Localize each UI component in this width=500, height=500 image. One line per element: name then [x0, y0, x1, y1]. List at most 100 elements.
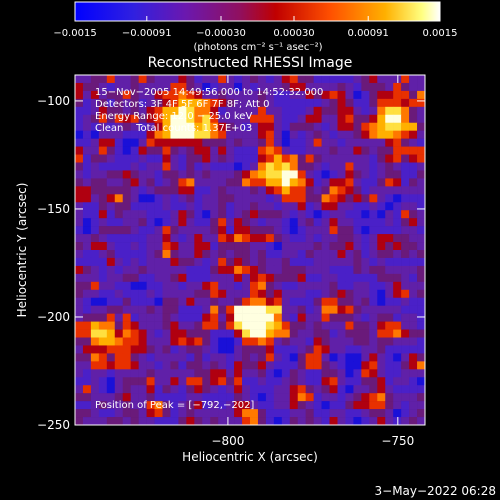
heatmap-cell [226, 273, 235, 283]
heatmap-cell [114, 250, 124, 259]
heatmap-cell [353, 162, 362, 171]
heatmap-cell [409, 122, 418, 131]
heatmap-cell [154, 194, 163, 203]
heatmap-cell [353, 401, 362, 410]
heatmap-cell [401, 130, 410, 139]
heatmap-cell [106, 361, 116, 370]
heatmap-cell [138, 401, 147, 410]
heatmap-cell [385, 82, 394, 92]
heatmap-cell [170, 297, 179, 306]
heatmap-cell [146, 353, 155, 362]
heatmap-cell [218, 329, 227, 338]
heatmap-cell [154, 297, 163, 306]
heatmap-cell [289, 170, 299, 179]
heatmap-cell [242, 170, 251, 179]
heatmap-cell [385, 218, 394, 227]
heatmap-cell [281, 377, 291, 386]
heatmap-cell [369, 385, 378, 394]
heatmap-cell [114, 218, 124, 227]
heatmap-cell [321, 369, 330, 378]
heatmap-cell [369, 202, 378, 211]
heatmap-cell [162, 353, 171, 362]
heatmap-cell [345, 218, 354, 227]
heatmap-cell [305, 202, 314, 211]
heatmap-cell [170, 385, 179, 394]
heatmap-cell [146, 329, 155, 338]
heatmap-cell [90, 361, 100, 370]
heatmap-cell [409, 106, 418, 116]
heatmap-cell [98, 257, 108, 267]
heatmap-cell [82, 234, 92, 243]
heatmap-cell [281, 281, 291, 291]
heatmap-cell [337, 289, 346, 299]
heatmap-cell [313, 361, 322, 370]
heatmap-cell [75, 377, 84, 386]
heatmap-cell [210, 170, 219, 179]
heatmap-cell [297, 178, 306, 187]
heatmap-cell [393, 401, 402, 410]
heatmap-cell [122, 281, 131, 291]
heatmap-cell [234, 369, 243, 378]
heatmap-cell [106, 305, 116, 314]
heatmap-cell [289, 178, 299, 187]
heatmap-cell [162, 218, 171, 227]
heatmap-cell [297, 393, 306, 402]
heatmap-cell [257, 75, 267, 84]
heatmap-cells [75, 75, 425, 425]
heatmap-cell [90, 265, 100, 275]
heatmap-cell [106, 257, 116, 267]
heatmap-cell [210, 234, 219, 243]
heatmap-cell [82, 186, 92, 195]
heatmap-cell [313, 75, 322, 84]
heatmap-cell [361, 281, 370, 291]
heatmap-cell [202, 114, 211, 124]
heatmap-cell [409, 361, 418, 370]
heatmap-cell [257, 337, 267, 346]
heatmap-cell [162, 234, 171, 243]
heatmap-cell [313, 106, 322, 116]
heatmap-cell [130, 377, 139, 386]
heatmap-cell [162, 257, 171, 267]
heatmap-cell [401, 265, 410, 275]
heatmap-cell [377, 385, 386, 394]
heatmap-cell [226, 106, 235, 116]
heatmap-cell [337, 210, 346, 219]
heatmap-cell [234, 377, 243, 386]
heatmap-cell [345, 313, 354, 322]
heatmap-cell [75, 138, 84, 147]
heatmap-cell [361, 329, 370, 338]
heatmap-cell [313, 242, 322, 251]
heatmap-cell [321, 75, 330, 84]
heatmap-cell [289, 226, 299, 235]
heatmap-cell [90, 321, 100, 330]
heatmap-cell [194, 417, 203, 425]
heatmap-cell [194, 321, 203, 330]
heatmap-cell [250, 273, 259, 283]
heatmap-cell [210, 385, 219, 394]
heatmap-cell [385, 313, 394, 322]
heatmap-cell [265, 385, 275, 394]
heatmap-cell [385, 186, 394, 195]
heatmap-cell [226, 345, 235, 354]
heatmap-cell [202, 329, 211, 338]
heatmap-cell [417, 146, 425, 155]
heatmap-cell [281, 409, 291, 418]
heatmap-cell [122, 409, 131, 418]
heatmap-cell [337, 122, 346, 131]
heatmap-cell [170, 305, 179, 314]
heatmap-cell [345, 146, 354, 155]
heatmap-cell [186, 162, 195, 171]
heatmap-cell [130, 226, 139, 235]
heatmap-cell [194, 313, 203, 322]
heatmap-cell [321, 130, 330, 139]
heatmap-cell [146, 289, 155, 299]
heatmap-cell [162, 186, 171, 195]
heatmap-cell [417, 130, 425, 139]
heatmap-cell [82, 138, 92, 147]
heatmap-cell [353, 369, 362, 378]
heatmap-cell [75, 146, 84, 155]
x-tick-label: −750 [381, 434, 414, 448]
heatmap-cell [409, 210, 418, 219]
heatmap-cell [401, 361, 410, 370]
heatmap-cell [281, 329, 291, 338]
